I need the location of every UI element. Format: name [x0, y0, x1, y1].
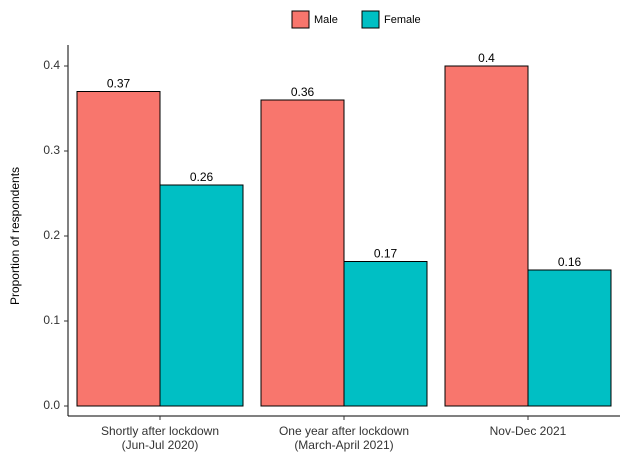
- y-tick-label: 0.4: [43, 58, 60, 72]
- legend-label: Female: [384, 14, 421, 26]
- value-label: 0.16: [558, 255, 582, 269]
- x-tick-label-line: One year after lockdown: [279, 424, 409, 438]
- y-tick-label: 0.1: [43, 313, 60, 327]
- value-label: 0.17: [374, 247, 398, 261]
- legend-swatch: [291, 10, 310, 29]
- bar: [444, 65, 529, 407]
- y-tick-label: 0.0: [43, 398, 60, 412]
- bar: [527, 269, 612, 407]
- x-tick-label: One year after lockdown (March-April 2021…: [279, 424, 409, 452]
- bar: [159, 184, 244, 407]
- x-tick-label: Nov-Dec 2021: [490, 424, 567, 438]
- x-tick-label-line: Shortly after lockdown: [101, 424, 219, 438]
- y-tick-label: 0.3: [43, 143, 60, 157]
- value-label: 0.26: [190, 170, 214, 184]
- value-label: 0.36: [291, 85, 315, 99]
- bar: [76, 91, 161, 407]
- x-tick-label: Shortly after lockdown (Jun-Jul 2020): [101, 424, 219, 452]
- value-label: 0.4: [478, 51, 495, 65]
- bar: [343, 261, 428, 407]
- x-tick-label-line: (Jun-Jul 2020): [122, 438, 199, 452]
- legend-swatch: [361, 10, 380, 29]
- legend-label: Male: [314, 14, 338, 26]
- bar: [260, 99, 345, 407]
- x-tick-label-line: Nov-Dec 2021: [490, 424, 567, 438]
- value-label: 0.37: [107, 77, 131, 91]
- y-axis-label: Proportion of respondents: [8, 167, 22, 305]
- x-tick-label-line: (March-April 2021): [294, 438, 393, 452]
- y-tick-label: 0.2: [43, 228, 60, 242]
